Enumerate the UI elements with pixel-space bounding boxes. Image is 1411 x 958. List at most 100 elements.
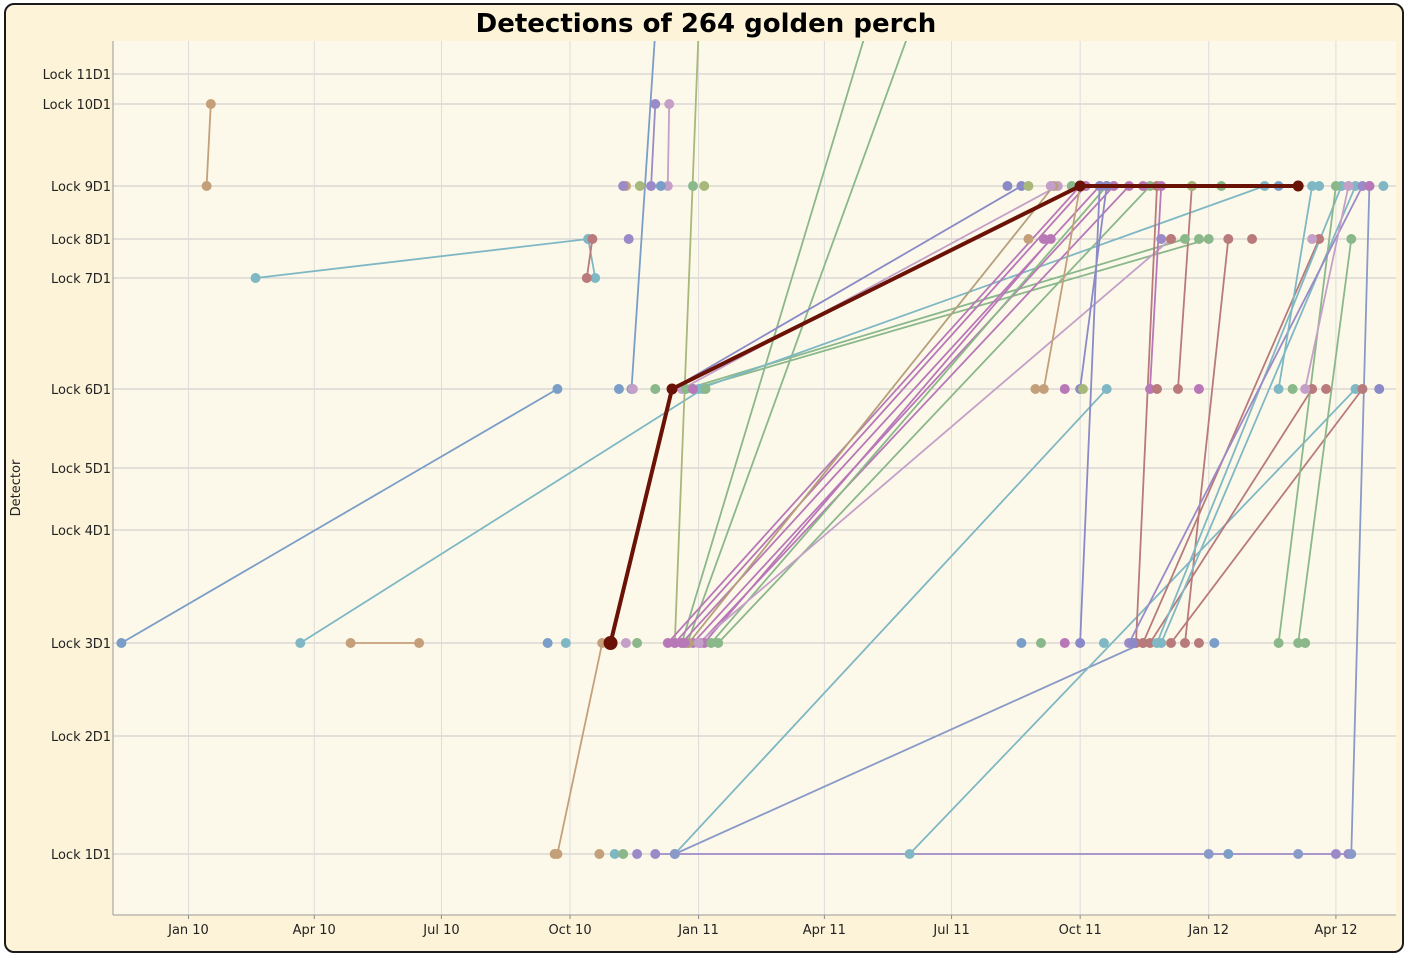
- data-point: [1038, 234, 1049, 244]
- series-line: [255, 238, 589, 279]
- data-point: [662, 638, 673, 648]
- series-line: [717, 185, 1151, 644]
- series-line: [1149, 185, 1163, 390]
- series-line: [585, 238, 594, 279]
- x-tick-label: Jan 10: [167, 923, 209, 938]
- series-line: [698, 238, 1172, 644]
- data-point: [646, 181, 657, 191]
- series-line: [630, 41, 656, 390]
- series-line: [1142, 238, 1320, 644]
- data-point: [1314, 234, 1325, 244]
- series-line: [1128, 185, 1364, 644]
- series-line: [299, 388, 704, 644]
- data-point: [1172, 384, 1183, 394]
- data-point: [560, 638, 571, 648]
- data-point: [542, 638, 553, 648]
- data-point: [1346, 234, 1357, 244]
- series-line: [1170, 388, 1364, 644]
- x-tick-label: Oct 10: [548, 923, 591, 938]
- y-tick-code: D1: [93, 383, 111, 398]
- data-point: [713, 638, 724, 648]
- data-point: [904, 849, 915, 859]
- data-point: [662, 181, 673, 191]
- y-tick-code: D1: [93, 730, 111, 745]
- y-tick-code: D1: [93, 462, 111, 477]
- data-point: [1300, 384, 1311, 394]
- data-point: [1128, 638, 1139, 648]
- data-point: [669, 638, 680, 648]
- x-tick-label: Apr 12: [1314, 923, 1357, 938]
- data-point: [1165, 234, 1176, 244]
- x-tick-label: Apr 10: [293, 923, 336, 938]
- data-point: [1273, 384, 1284, 394]
- data-point: [1307, 181, 1318, 191]
- data-point: [201, 181, 212, 191]
- data-point: [650, 99, 661, 109]
- data-point: [1330, 849, 1341, 859]
- series-line: [1350, 185, 1371, 855]
- series-layer: [120, 41, 1371, 855]
- data-point: [1077, 384, 1088, 394]
- data-point: [1145, 384, 1156, 394]
- data-point: [581, 273, 592, 283]
- data-point: [669, 849, 680, 859]
- y-tick-code: D1: [93, 233, 111, 248]
- data-point: [1023, 234, 1034, 244]
- data-point: [1036, 638, 1047, 648]
- data-point: [1138, 638, 1149, 648]
- y-tick-label: Lock 4: [51, 524, 93, 539]
- series-line: [1156, 185, 1343, 644]
- data-point: [1098, 638, 1109, 648]
- data-point: [1156, 234, 1167, 244]
- data-point: [1300, 638, 1311, 648]
- series-line: [587, 238, 597, 279]
- x-tick-label: Apr 11: [803, 923, 846, 938]
- data-point: [693, 638, 704, 648]
- x-tick-label: Jan 12: [1187, 923, 1229, 938]
- data-point: [700, 384, 711, 394]
- series-line: [1177, 185, 1193, 390]
- series-line: [698, 185, 1265, 390]
- data-point: [1364, 181, 1375, 191]
- data-point: [1223, 849, 1234, 859]
- data-point: [1038, 384, 1049, 394]
- data-point: [618, 849, 629, 859]
- series-line: [692, 185, 1115, 644]
- data-point: [613, 384, 624, 394]
- data-point: [1350, 181, 1361, 191]
- y-tick-code: D1: [93, 68, 111, 83]
- data-point: [1293, 638, 1304, 648]
- data-point: [295, 638, 306, 648]
- y-tick-code: D1: [93, 98, 111, 113]
- y-tick-label: Lock 8: [51, 233, 93, 248]
- series-line: [1079, 185, 1108, 390]
- y-tick-code: D1: [93, 637, 111, 652]
- chart-title: Detections of 264 golden perch: [475, 9, 937, 39]
- data-point: [1357, 384, 1368, 394]
- data-point: [1223, 234, 1234, 244]
- y-tick-code: D1: [93, 180, 111, 195]
- data-point: [1059, 638, 1070, 648]
- series-line: [674, 642, 1144, 855]
- series-line: [688, 185, 1055, 644]
- data-point: [1314, 181, 1325, 191]
- data-point: [1045, 234, 1056, 244]
- y-tick-label: Lock 7: [51, 272, 93, 287]
- data-point: [587, 234, 598, 244]
- data-point: [1346, 849, 1357, 859]
- y-tick-label: Lock 11: [43, 68, 93, 83]
- data-point: [1321, 384, 1332, 394]
- data-point: [1378, 181, 1389, 191]
- y-tick-label: Lock 3: [51, 637, 93, 652]
- data-point: [632, 638, 643, 648]
- data-point: [250, 273, 261, 283]
- series-line: [1297, 238, 1353, 644]
- data-point: [1165, 638, 1176, 648]
- data-point: [1016, 181, 1027, 191]
- data-point: [1247, 234, 1258, 244]
- data-point: [1193, 384, 1204, 394]
- data-point: [1273, 638, 1284, 648]
- series-line: [710, 185, 1108, 644]
- highlight-point: [603, 636, 618, 650]
